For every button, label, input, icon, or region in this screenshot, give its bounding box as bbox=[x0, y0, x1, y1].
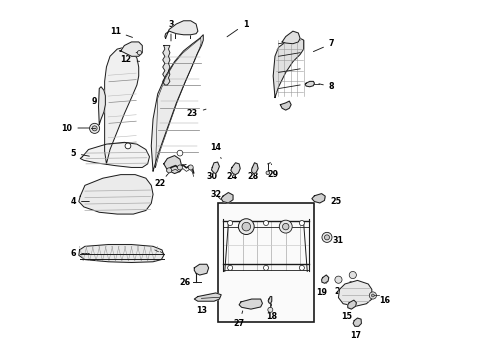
Circle shape bbox=[265, 171, 269, 175]
Polygon shape bbox=[230, 163, 240, 175]
Polygon shape bbox=[194, 293, 221, 301]
Polygon shape bbox=[311, 194, 325, 203]
Text: 10: 10 bbox=[61, 123, 89, 132]
Text: 6: 6 bbox=[70, 249, 89, 258]
Polygon shape bbox=[99, 87, 105, 125]
Text: 3: 3 bbox=[168, 19, 173, 41]
Circle shape bbox=[92, 126, 97, 131]
Circle shape bbox=[238, 219, 254, 234]
Polygon shape bbox=[305, 81, 314, 87]
Circle shape bbox=[282, 224, 288, 230]
Circle shape bbox=[299, 265, 304, 270]
Text: 2: 2 bbox=[168, 163, 186, 172]
Circle shape bbox=[188, 165, 193, 170]
Text: 13: 13 bbox=[196, 300, 206, 315]
Polygon shape bbox=[194, 264, 208, 275]
Circle shape bbox=[166, 168, 171, 173]
Text: 31: 31 bbox=[325, 235, 343, 246]
Polygon shape bbox=[79, 175, 153, 214]
Text: 24: 24 bbox=[226, 167, 237, 181]
Text: 25: 25 bbox=[322, 197, 341, 206]
Circle shape bbox=[137, 50, 142, 55]
Polygon shape bbox=[120, 42, 142, 56]
Circle shape bbox=[263, 221, 268, 226]
Text: 32: 32 bbox=[210, 190, 221, 199]
Polygon shape bbox=[321, 275, 328, 283]
Text: 30: 30 bbox=[206, 167, 217, 181]
Circle shape bbox=[324, 235, 329, 240]
Polygon shape bbox=[352, 318, 361, 326]
Circle shape bbox=[299, 221, 304, 226]
Polygon shape bbox=[80, 142, 149, 167]
Text: 22: 22 bbox=[154, 175, 167, 188]
Text: 9: 9 bbox=[92, 96, 104, 107]
Circle shape bbox=[334, 276, 341, 283]
Text: 29: 29 bbox=[267, 164, 278, 179]
Polygon shape bbox=[163, 45, 169, 85]
Circle shape bbox=[263, 265, 268, 270]
Circle shape bbox=[177, 165, 182, 170]
Text: 23: 23 bbox=[186, 109, 205, 118]
Polygon shape bbox=[347, 300, 356, 309]
Polygon shape bbox=[104, 47, 139, 164]
Text: 19: 19 bbox=[315, 282, 326, 297]
Text: 27: 27 bbox=[233, 311, 244, 328]
Text: 14: 14 bbox=[210, 143, 221, 158]
Circle shape bbox=[177, 150, 183, 156]
Circle shape bbox=[242, 222, 250, 231]
Text: 18: 18 bbox=[265, 304, 276, 321]
Text: 16: 16 bbox=[371, 296, 389, 305]
Text: 8: 8 bbox=[318, 82, 334, 91]
Polygon shape bbox=[221, 193, 233, 203]
Text: 20: 20 bbox=[333, 280, 345, 296]
Polygon shape bbox=[211, 162, 219, 174]
Polygon shape bbox=[338, 280, 371, 306]
Circle shape bbox=[227, 221, 232, 226]
Polygon shape bbox=[163, 156, 182, 174]
Text: 17: 17 bbox=[349, 323, 361, 341]
Text: 5: 5 bbox=[70, 149, 89, 158]
Text: 11: 11 bbox=[109, 27, 132, 37]
Circle shape bbox=[89, 123, 100, 134]
Text: 12: 12 bbox=[120, 55, 139, 64]
Polygon shape bbox=[251, 163, 258, 174]
Circle shape bbox=[321, 232, 331, 242]
Polygon shape bbox=[267, 297, 271, 304]
Circle shape bbox=[348, 271, 356, 279]
Text: 28: 28 bbox=[247, 167, 259, 181]
Circle shape bbox=[371, 294, 373, 297]
Polygon shape bbox=[282, 31, 300, 44]
Circle shape bbox=[227, 265, 232, 270]
Text: 1: 1 bbox=[226, 19, 248, 37]
Polygon shape bbox=[164, 21, 198, 39]
Polygon shape bbox=[273, 39, 303, 98]
Text: 4: 4 bbox=[70, 197, 89, 206]
Polygon shape bbox=[151, 35, 203, 171]
Polygon shape bbox=[239, 299, 262, 309]
Polygon shape bbox=[280, 101, 290, 110]
Text: 7: 7 bbox=[313, 39, 334, 51]
Circle shape bbox=[267, 307, 272, 312]
Circle shape bbox=[368, 292, 376, 299]
Bar bbox=[217, 203, 314, 321]
Polygon shape bbox=[79, 244, 163, 262]
Text: 15: 15 bbox=[341, 306, 353, 321]
Text: 21: 21 bbox=[347, 275, 359, 290]
Circle shape bbox=[125, 143, 131, 149]
Circle shape bbox=[279, 220, 292, 233]
Text: 26: 26 bbox=[179, 273, 196, 287]
